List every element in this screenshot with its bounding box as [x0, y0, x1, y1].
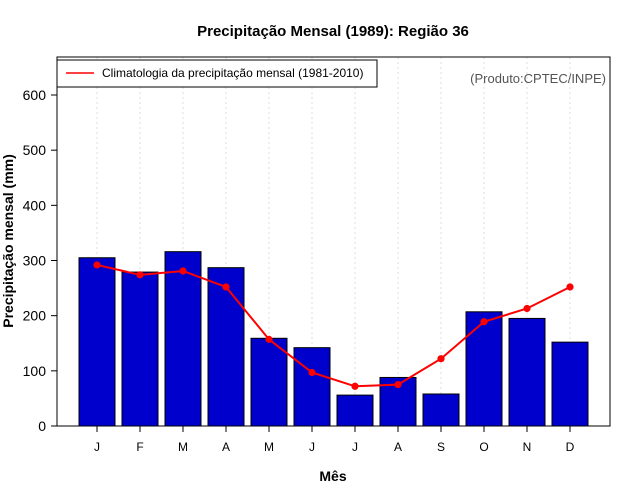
- bar-j-7: [336, 394, 374, 427]
- x-tick-label: A: [222, 440, 230, 454]
- x-axis-label: Mês: [319, 468, 346, 484]
- bar-n-11: [508, 317, 546, 427]
- climatology-point-8: [394, 381, 402, 389]
- x-tick-label: A: [394, 440, 402, 454]
- x-tick-label: F: [136, 440, 143, 454]
- x-tick-label: O: [479, 440, 488, 454]
- bar-s-9: [422, 393, 460, 427]
- y-axis-label: Precipitação mensal (mm): [0, 154, 16, 328]
- climatology-point-11: [523, 304, 531, 313]
- legend: Climatologia da precipitação mensal (198…: [56, 59, 378, 88]
- y-tick-label: 500: [23, 142, 47, 158]
- climatology-point-3: [179, 267, 187, 275]
- climatology-line: [93, 261, 574, 390]
- x-tick-label: J: [352, 440, 358, 454]
- legend-box: [56, 59, 378, 88]
- chart-title: Precipitação Mensal (1989): Região 36: [197, 23, 469, 40]
- climatology-point-1: [93, 261, 101, 269]
- x-tick-label: S: [437, 440, 445, 454]
- bars: [78, 251, 589, 427]
- plot-area: [56, 56, 611, 427]
- x-tick-label: D: [566, 440, 575, 454]
- x-tick-label: N: [523, 440, 532, 454]
- y-tick-label: 600: [23, 87, 47, 103]
- climatology-point-4: [222, 283, 230, 291]
- climatology-point-7: [351, 382, 359, 390]
- y-tick-label: 300: [23, 253, 47, 269]
- bar-o-10: [465, 311, 503, 427]
- bar-m-3: [164, 251, 202, 427]
- bar-f-2: [121, 271, 159, 427]
- x-tick-label: M: [178, 440, 188, 454]
- climatology-point-2: [136, 271, 144, 279]
- bar-a-4: [207, 267, 245, 427]
- y-tick-label: 200: [23, 308, 47, 324]
- climatology-point-12: [566, 283, 574, 291]
- climatology-point-10: [480, 318, 488, 326]
- x-tick-label: J: [94, 440, 100, 454]
- climatology-point-6: [308, 368, 316, 377]
- climatology-point-5: [265, 335, 273, 343]
- x-tick-label: J: [309, 440, 315, 454]
- bar-j-6: [293, 347, 331, 427]
- bar-m-5: [250, 337, 288, 427]
- y-tick-label: 100: [23, 363, 47, 379]
- source-note: (Produto:CPTEC/INPE): [470, 71, 606, 86]
- x-tick-label: M: [264, 440, 274, 454]
- legend-label: Climatologia da precipitação mensal (198…: [102, 66, 363, 80]
- grid: [96, 57, 571, 426]
- climatology-point-9: [437, 355, 445, 363]
- bar-j-1: [78, 257, 116, 427]
- y-axis: 0 100 200 300 400 500 600: [23, 87, 57, 434]
- y-tick-label: 400: [23, 197, 47, 213]
- y-tick-label: 0: [38, 418, 46, 434]
- bar-d-12: [551, 341, 589, 427]
- climatology-polyline: [96, 263, 571, 388]
